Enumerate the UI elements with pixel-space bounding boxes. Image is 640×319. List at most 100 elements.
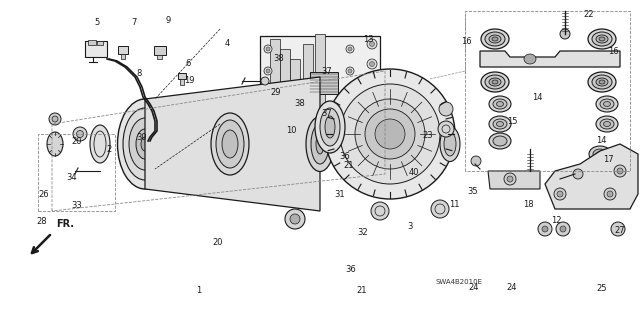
Ellipse shape bbox=[481, 72, 509, 92]
Ellipse shape bbox=[599, 80, 605, 84]
Circle shape bbox=[367, 59, 377, 69]
Text: SWA4B2010E: SWA4B2010E bbox=[435, 279, 482, 285]
Circle shape bbox=[348, 47, 352, 51]
Text: 38: 38 bbox=[274, 54, 284, 63]
Ellipse shape bbox=[136, 129, 154, 159]
Bar bbox=[178, 73, 186, 79]
Polygon shape bbox=[145, 77, 320, 211]
Circle shape bbox=[369, 78, 374, 84]
Ellipse shape bbox=[600, 119, 614, 129]
Text: 20: 20 bbox=[72, 137, 82, 146]
Text: 17: 17 bbox=[603, 155, 613, 164]
Ellipse shape bbox=[340, 84, 440, 184]
Text: 5: 5 bbox=[95, 18, 100, 27]
Circle shape bbox=[264, 87, 272, 95]
Bar bbox=[180, 79, 184, 85]
Text: 31: 31 bbox=[334, 190, 344, 199]
Ellipse shape bbox=[485, 32, 505, 46]
Ellipse shape bbox=[73, 127, 87, 141]
Circle shape bbox=[375, 119, 405, 149]
Circle shape bbox=[439, 102, 453, 116]
Text: 13: 13 bbox=[363, 35, 373, 44]
Circle shape bbox=[554, 188, 566, 200]
Text: 32: 32 bbox=[358, 228, 368, 237]
Text: 24: 24 bbox=[468, 283, 479, 292]
Text: 15: 15 bbox=[507, 117, 517, 126]
Circle shape bbox=[369, 62, 374, 66]
Bar bbox=[121, 54, 125, 59]
Ellipse shape bbox=[497, 122, 504, 127]
Text: 23: 23 bbox=[422, 131, 433, 140]
Ellipse shape bbox=[596, 96, 618, 112]
Ellipse shape bbox=[596, 152, 604, 157]
Text: 37: 37 bbox=[321, 67, 332, 76]
Ellipse shape bbox=[524, 54, 536, 64]
Ellipse shape bbox=[47, 132, 63, 156]
Ellipse shape bbox=[589, 146, 611, 162]
Bar bbox=[280, 49, 290, 114]
Ellipse shape bbox=[596, 35, 608, 43]
Bar bbox=[118, 46, 128, 54]
Text: 36: 36 bbox=[340, 152, 350, 161]
Ellipse shape bbox=[604, 122, 611, 127]
Circle shape bbox=[367, 39, 377, 49]
Ellipse shape bbox=[592, 32, 612, 46]
Bar bbox=[290, 59, 300, 114]
Text: 21: 21 bbox=[344, 161, 354, 170]
Text: 22: 22 bbox=[584, 10, 594, 19]
Bar bbox=[85, 41, 107, 57]
Bar bbox=[97, 41, 103, 45]
Circle shape bbox=[614, 165, 626, 177]
Text: 2: 2 bbox=[106, 145, 111, 154]
Circle shape bbox=[365, 109, 415, 159]
Text: 12: 12 bbox=[552, 216, 562, 225]
Circle shape bbox=[369, 41, 374, 47]
Ellipse shape bbox=[588, 29, 616, 49]
Ellipse shape bbox=[481, 29, 509, 49]
Circle shape bbox=[557, 191, 563, 197]
Text: 35: 35 bbox=[467, 187, 477, 196]
Text: 16: 16 bbox=[461, 37, 471, 46]
Circle shape bbox=[560, 29, 570, 39]
Ellipse shape bbox=[123, 108, 167, 180]
Text: 29: 29 bbox=[270, 88, 280, 97]
Circle shape bbox=[431, 200, 449, 218]
Circle shape bbox=[346, 67, 354, 75]
Bar bbox=[315, 34, 325, 114]
Text: 24: 24 bbox=[507, 283, 517, 292]
Ellipse shape bbox=[355, 99, 425, 169]
Bar bbox=[310, 72, 338, 94]
Circle shape bbox=[264, 45, 272, 53]
Bar bbox=[186, 99, 190, 104]
Circle shape bbox=[264, 67, 272, 75]
Ellipse shape bbox=[325, 116, 335, 138]
Ellipse shape bbox=[492, 37, 498, 41]
Ellipse shape bbox=[49, 113, 61, 125]
Circle shape bbox=[573, 169, 583, 179]
Text: 19: 19 bbox=[184, 76, 195, 85]
Text: 40: 40 bbox=[408, 168, 419, 177]
Ellipse shape bbox=[493, 119, 507, 129]
Circle shape bbox=[507, 176, 513, 182]
Circle shape bbox=[266, 47, 270, 51]
Text: 11: 11 bbox=[449, 200, 460, 209]
Ellipse shape bbox=[489, 96, 511, 112]
Polygon shape bbox=[545, 144, 638, 209]
Ellipse shape bbox=[592, 75, 612, 89]
Ellipse shape bbox=[600, 99, 614, 109]
Bar bbox=[154, 46, 166, 55]
Ellipse shape bbox=[485, 75, 505, 89]
Ellipse shape bbox=[489, 133, 511, 149]
Text: 10: 10 bbox=[286, 126, 296, 135]
Circle shape bbox=[367, 76, 377, 86]
Circle shape bbox=[371, 202, 389, 220]
Circle shape bbox=[471, 156, 481, 166]
Text: 18: 18 bbox=[523, 200, 533, 209]
Ellipse shape bbox=[306, 116, 334, 172]
Circle shape bbox=[560, 226, 566, 232]
Bar bbox=[157, 55, 162, 59]
Ellipse shape bbox=[211, 113, 249, 175]
Circle shape bbox=[290, 214, 300, 224]
Ellipse shape bbox=[596, 116, 618, 132]
Polygon shape bbox=[480, 51, 620, 67]
